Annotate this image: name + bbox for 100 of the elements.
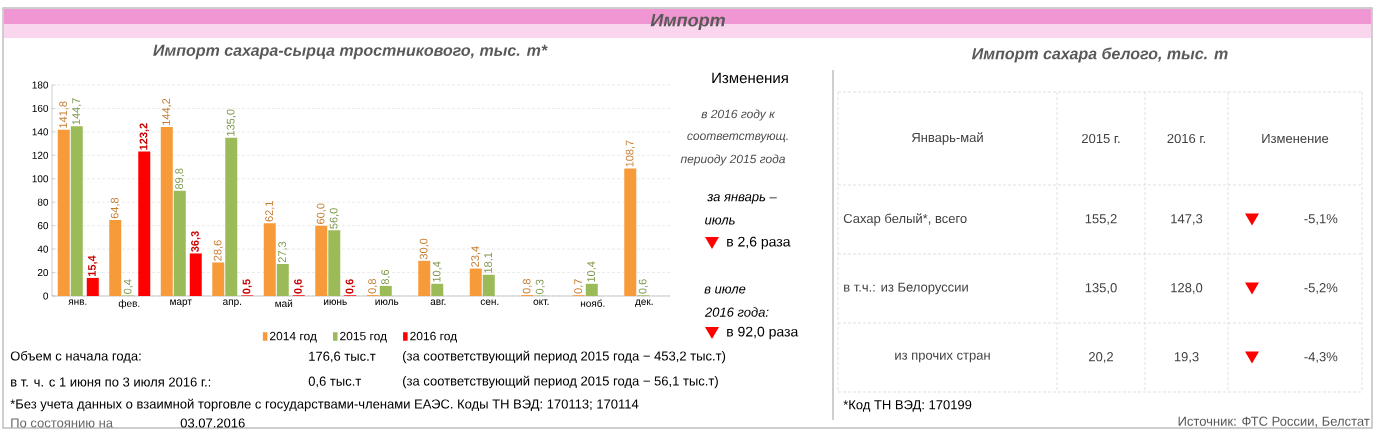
data-label: 128,0 (1171, 283, 1203, 294)
text: 0,6 тыс.т (308, 376, 362, 388)
bar (379, 285, 392, 296)
text: (за соответствующий период 2015 года − 56,1 тыс.т) (403, 375, 718, 389)
data-label: 18,1 (484, 252, 494, 273)
data-label: 30,0 (419, 238, 429, 260)
bar (276, 263, 289, 296)
data-label: 64,8 (110, 197, 120, 219)
data-label: -5,2% (1304, 283, 1338, 294)
x-tick-label: июнь (324, 299, 347, 305)
text: Импорт (650, 13, 725, 31)
text: периоду 2015 года (680, 154, 786, 166)
data-label: 144,2 (162, 98, 172, 125)
data-label: 108,7 (625, 140, 635, 167)
data-label: 135,0 (226, 109, 236, 136)
data-label: 123,2 (139, 123, 149, 150)
bar (173, 190, 186, 296)
category-label: Изменение (1262, 133, 1329, 144)
text: соответствующ. (687, 133, 788, 143)
data-label: 144,7 (72, 98, 82, 125)
text: 176,6 тыс.т (309, 351, 376, 363)
data-label: 0,8 (368, 279, 378, 294)
bar (138, 151, 151, 296)
x-tick-label: нояб. (580, 299, 605, 307)
y-tick-label: 100 (32, 175, 49, 183)
y-tick-label: 0 (43, 292, 49, 300)
data-label: 0,3 (535, 279, 545, 295)
data-label: 62,1 (265, 201, 275, 222)
x-tick-label: янв. (68, 299, 87, 305)
data-label: 135,0 (1085, 283, 1117, 294)
category-label: 2015 г. (1082, 133, 1120, 144)
bar (431, 283, 444, 296)
text: Объем с начала года: (10, 350, 141, 364)
data-label: 141,8 (59, 101, 69, 128)
y-tick-label: 20 (37, 269, 49, 277)
bar (225, 137, 238, 296)
data-label: 10,4 (432, 261, 442, 282)
bar (57, 129, 70, 296)
bar (212, 262, 225, 296)
data-label: 0,4 (123, 279, 133, 294)
bar (160, 126, 173, 296)
bar (482, 274, 495, 296)
y-tick-label: 60 (37, 222, 49, 230)
data-label: 155,2 (1085, 214, 1117, 225)
x-tick-label: апр. (223, 299, 242, 307)
y-tick-label: 160 (32, 104, 49, 112)
x-tick-label: фев. (118, 299, 140, 309)
data-label: 56,0 (329, 208, 339, 229)
text: Источник: ФТС России, Белстат (1178, 416, 1370, 428)
bar (418, 260, 431, 296)
text: По состоянию на (11, 418, 114, 428)
data-label: 20,2 (1089, 352, 1113, 363)
text: в 2016 году к (701, 109, 776, 121)
data-label: 8,6 (381, 269, 391, 285)
text: Импорт сахара белого, тыс. т (972, 47, 1228, 63)
data-label: 0,7 (574, 279, 584, 294)
y-tick-label: 80 (37, 198, 49, 206)
text: Сахар белый*, всего (843, 213, 967, 226)
data-label: 28,6 (213, 240, 223, 261)
text: *Без учета данных о взаимной торговле с государствами-членами ЕАЭС. Коды ТН ВЭД: 170113; 170114 (10, 398, 639, 412)
data-label: 0,6 (345, 279, 355, 294)
bar (315, 225, 328, 296)
x-tick-label: сен. (480, 299, 499, 305)
bar (86, 277, 99, 296)
bar (328, 230, 341, 296)
bar (189, 253, 202, 296)
text: в т. ч. с 1 июня по 3 июля 2016 г.: (11, 377, 211, 387)
text: в т.ч.: из Белоруссии (844, 282, 968, 295)
data-label: 19,3 (1174, 352, 1199, 363)
text: в 2,6 раза (727, 236, 791, 250)
text: за январь – (707, 194, 777, 204)
data-label: 0,5 (242, 279, 252, 294)
x-tick-label: июль (375, 299, 399, 305)
text: 2016 года: (704, 307, 769, 317)
x-tick-label: окт. (533, 299, 549, 305)
bar (263, 223, 276, 296)
data-label: 27,3 (278, 241, 288, 263)
data-label: 60,0 (316, 203, 326, 224)
text: *Код ТН ВЭД: 170199 (843, 400, 972, 412)
text: Январь-май (911, 132, 983, 145)
chart-title: Импорт сахара-сырца тростникового, тыс. т* (153, 44, 548, 60)
text: июль (705, 217, 735, 225)
bar (469, 268, 482, 296)
data-label: 23,4 (471, 246, 481, 267)
data-label: 147,3 (1171, 214, 1203, 225)
data-label: 89,8 (175, 168, 185, 190)
data-label: 0,6 (638, 279, 648, 294)
bar (624, 168, 637, 296)
y-tick-label: 120 (32, 151, 49, 159)
y-tick-label: 40 (37, 245, 49, 253)
data-label: -5,1% (1304, 214, 1338, 225)
legend-label: 2014 год (270, 331, 317, 343)
bar (585, 283, 598, 296)
x-tick-label: март (170, 299, 192, 307)
legend-label: 2016 год (410, 331, 457, 343)
y-tick-label: 180 (32, 81, 49, 89)
y-tick-label: 140 (32, 128, 49, 136)
text: 03.07.2016 (180, 418, 245, 428)
category-label: 2016 г. (1167, 133, 1205, 144)
data-label: 36,3 (191, 231, 201, 252)
